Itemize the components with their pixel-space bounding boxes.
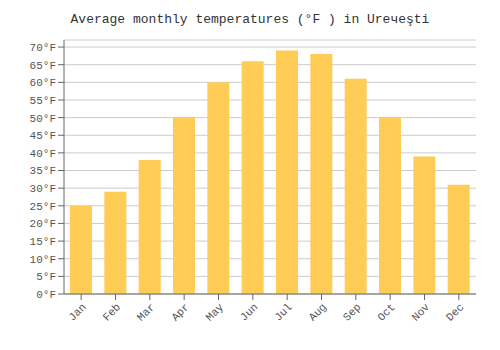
svg-text:Nov: Nov [410,301,433,324]
svg-text:45°F: 45°F [30,130,56,142]
svg-text:Aug: Aug [307,301,329,323]
svg-text:Jun: Jun [238,301,260,323]
svg-text:0°F: 0°F [36,289,56,301]
svg-text:40°F: 40°F [30,148,56,160]
svg-text:Jan: Jan [66,301,88,323]
svg-text:70°F: 70°F [30,42,56,54]
svg-text:Dec: Dec [444,301,466,323]
svg-text:10°F: 10°F [30,254,56,266]
svg-text:15°F: 15°F [30,236,56,248]
svg-text:55°F: 55°F [30,95,56,107]
svg-text:Feb: Feb [101,301,123,323]
svg-text:Jul: Jul [272,301,294,323]
svg-text:30°F: 30°F [30,183,56,195]
svg-text:Mar: Mar [135,301,157,323]
svg-text:May: May [204,301,227,324]
svg-text:60°F: 60°F [30,77,56,89]
svg-text:Oct: Oct [375,301,397,323]
svg-text:25°F: 25°F [30,201,56,213]
svg-text:5°F: 5°F [36,271,56,283]
html-text:Average monthly temperatures (: Average monthly temperatures (°F ) in Ur… [70,12,430,27]
svg-text:35°F: 35°F [30,165,56,177]
svg-text:65°F: 65°F [30,60,56,72]
svg-text:20°F: 20°F [30,218,56,230]
svg-text:50°F: 50°F [30,113,56,125]
svg-text:Apr: Apr [169,301,191,323]
svg-text:Sep: Sep [341,301,363,323]
